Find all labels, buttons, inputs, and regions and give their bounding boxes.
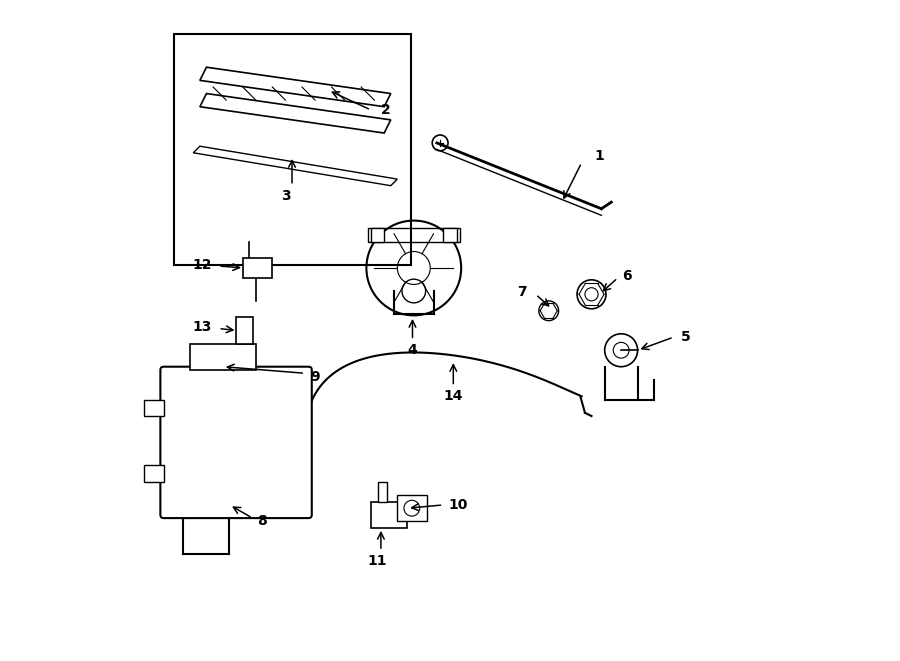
Bar — [144, 400, 164, 416]
Text: 7: 7 — [517, 286, 526, 299]
Text: 1: 1 — [595, 149, 605, 163]
Bar — [243, 258, 273, 278]
Bar — [371, 229, 384, 242]
Text: 2: 2 — [381, 103, 391, 117]
Text: 3: 3 — [281, 188, 291, 202]
Text: 5: 5 — [680, 330, 690, 344]
FancyBboxPatch shape — [160, 367, 311, 518]
Text: 8: 8 — [257, 514, 267, 528]
Text: 6: 6 — [623, 269, 632, 283]
Bar — [174, 34, 410, 264]
Bar — [444, 229, 456, 242]
Text: 10: 10 — [448, 498, 467, 512]
Bar — [397, 495, 427, 522]
Bar — [371, 502, 407, 528]
Text: 11: 11 — [368, 554, 387, 568]
Text: 14: 14 — [444, 389, 463, 403]
Bar — [190, 344, 256, 370]
Bar — [144, 465, 164, 482]
Text: 9: 9 — [310, 369, 320, 383]
Text: 4: 4 — [408, 343, 418, 357]
Text: 12: 12 — [193, 258, 212, 272]
Bar — [236, 317, 253, 344]
Text: 13: 13 — [193, 320, 212, 334]
Bar — [378, 482, 388, 502]
